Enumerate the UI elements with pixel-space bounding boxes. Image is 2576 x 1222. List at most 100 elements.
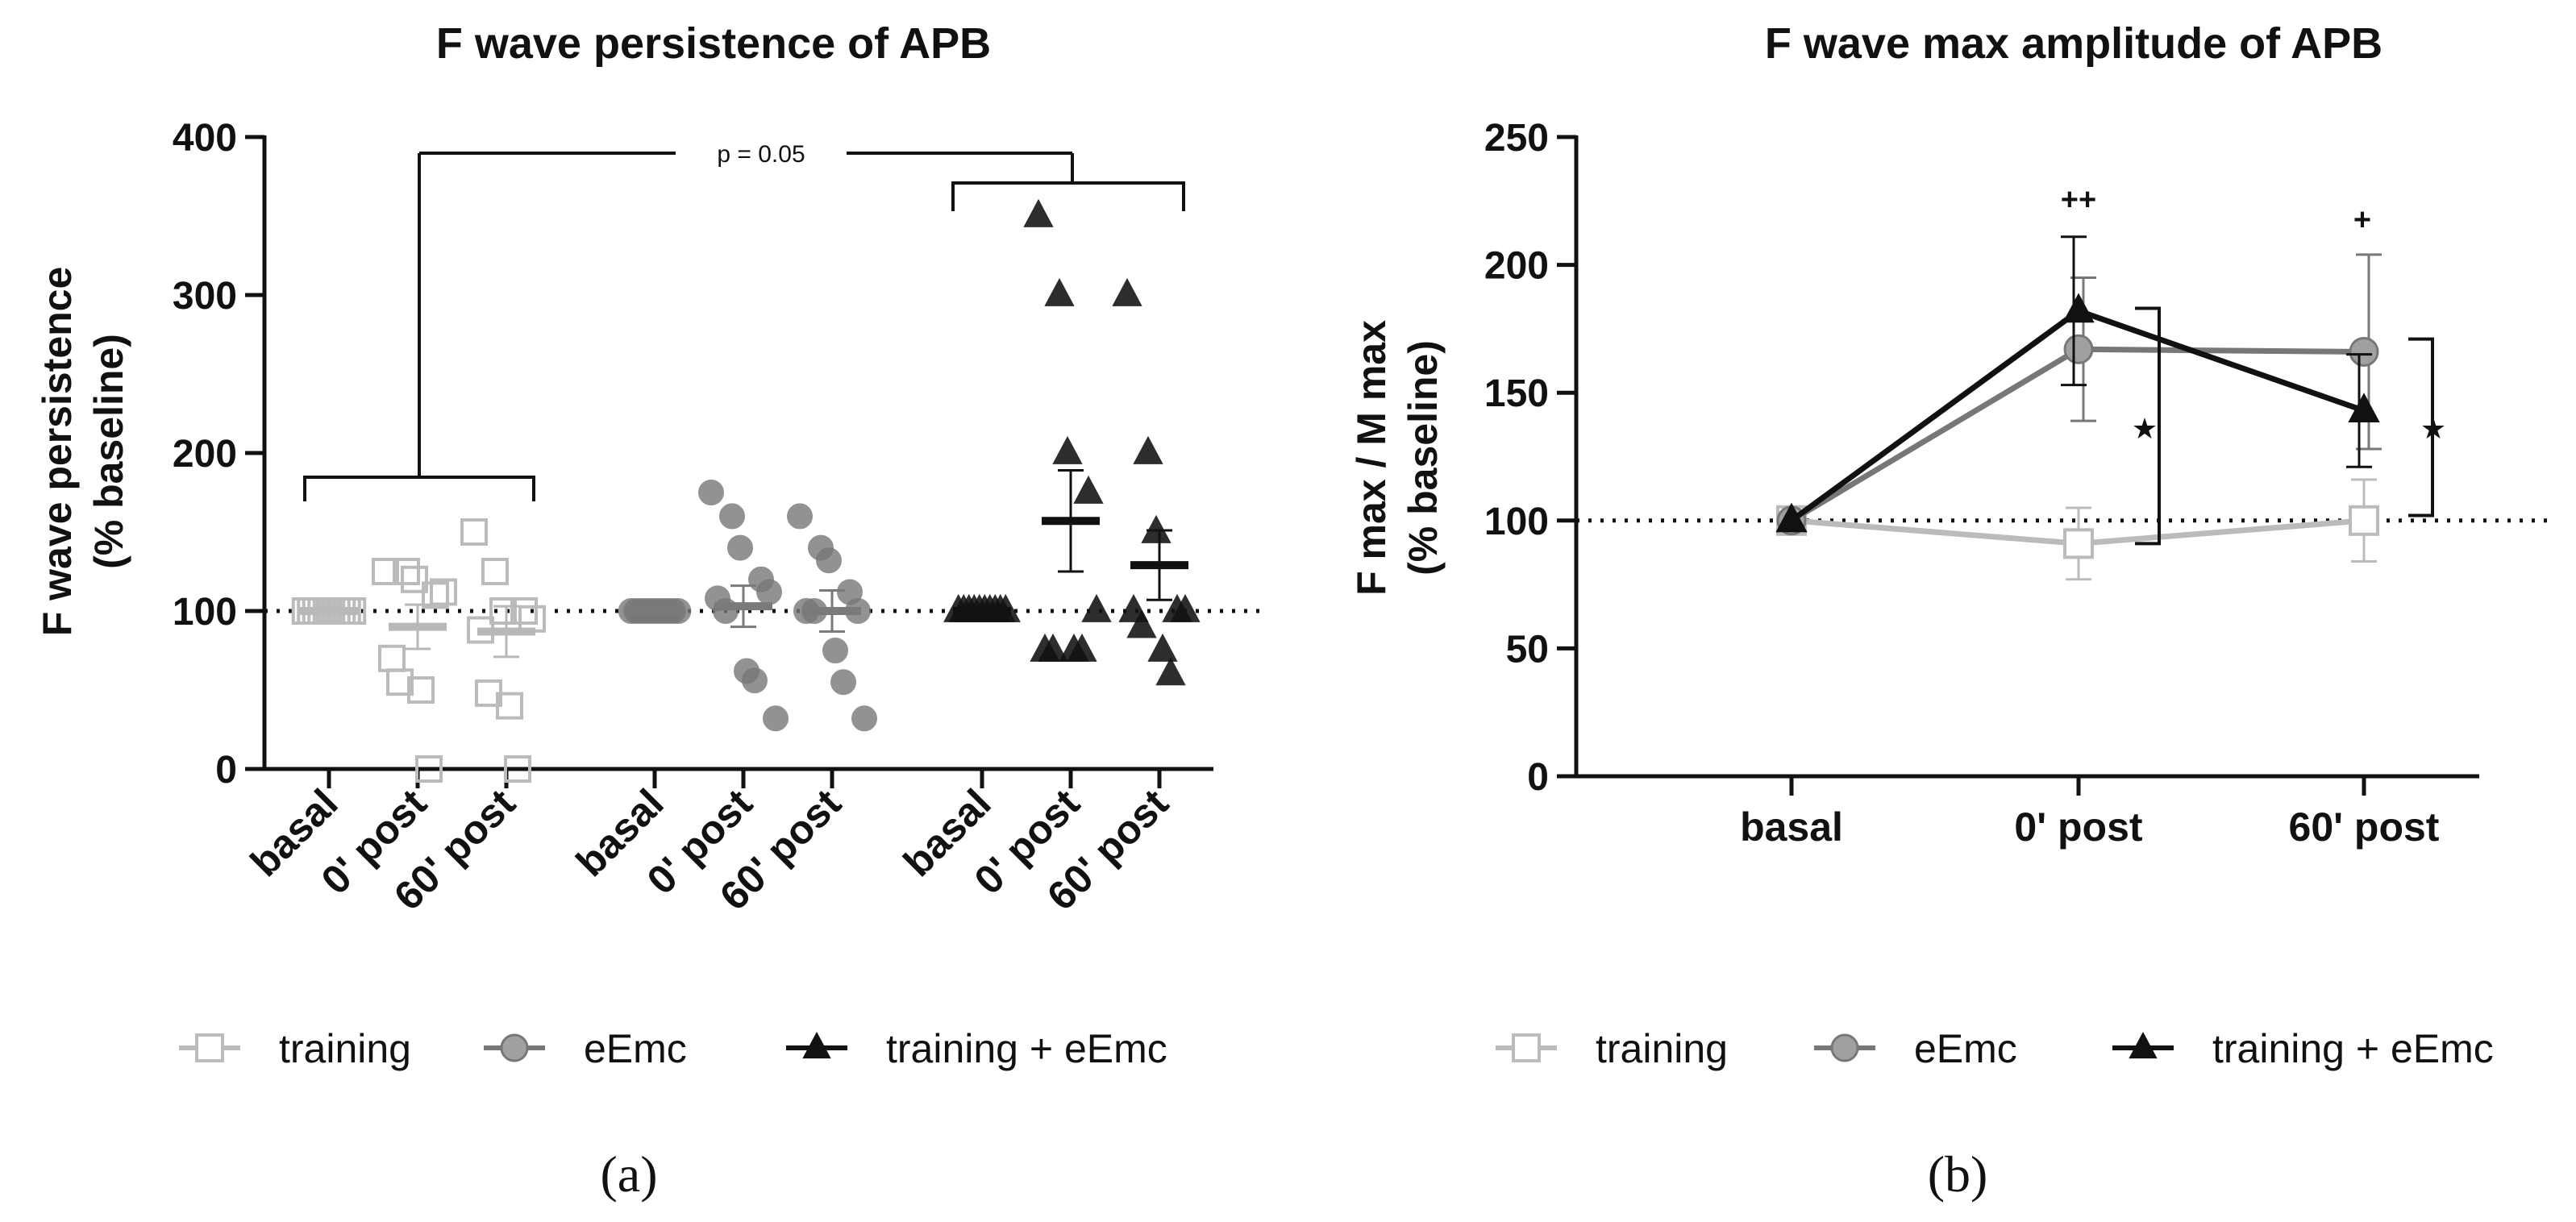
chart-a-point <box>1155 657 1186 686</box>
chart-b-ytick-label: 200 <box>1484 245 1549 288</box>
chart-a-point <box>372 558 399 585</box>
legend-label: training <box>279 1026 411 1071</box>
chart-b-series-line <box>1790 346 2365 523</box>
chart-a-pvalue-label: p = 0.05 <box>717 141 805 168</box>
chart-a-significance-brackets: p = 0.05 <box>303 141 1185 501</box>
chart-a-point <box>1044 277 1075 306</box>
panel-label-a: (a) <box>600 1145 657 1203</box>
legend-label: training + eEmc <box>2212 1026 2494 1071</box>
chart-a-title: F wave persistence of APB <box>436 19 991 68</box>
legend-label: training <box>1596 1026 1728 1071</box>
chart-b-point <box>2348 393 2380 423</box>
chart-b-point <box>2063 334 2094 364</box>
chart-b-ytick-label: 0 <box>1527 756 1549 799</box>
chart-b-significance-marks: ++ + ★ ★ <box>2061 183 2446 546</box>
chart-a-point <box>1147 633 1178 662</box>
chart-a-point <box>460 518 488 546</box>
chart-b-point <box>2062 293 2095 323</box>
chart-a-point <box>430 578 457 606</box>
chart-b-ylabel-line2: (% baseline) <box>1400 340 1446 576</box>
legend-swatch-marker <box>500 1033 529 1062</box>
chart-a-ylabel-line1: F wave persistence <box>35 267 80 637</box>
chart-b: F wave max amplitude of APB F max / M ma… <box>1349 19 2548 850</box>
legend-label: eEmc <box>584 1026 687 1071</box>
chart-a-point <box>787 503 813 530</box>
chart-a-point <box>422 581 449 609</box>
chart-a-point <box>1023 198 1054 227</box>
chart-a-point <box>481 558 509 585</box>
chart-a-point <box>763 705 789 732</box>
chart-a-point <box>851 705 877 732</box>
chart-a: F wave persistence of APB F wave persist… <box>35 19 1262 919</box>
legend-label: training + eEmc <box>886 1026 1167 1071</box>
chart-b-xtick-labels: basal 0' post 60' post <box>1740 804 2440 850</box>
chart-a-point <box>822 638 848 663</box>
chart-a-point <box>1170 593 1201 622</box>
chart-a-ytick-label: 0 <box>215 749 237 792</box>
chart-b-ylabel-line1: F max / M max <box>1349 320 1394 596</box>
chart-b-series-2 <box>1775 235 2380 533</box>
chart-b-star-0post: ★ <box>2132 412 2158 445</box>
chart-a-point <box>415 755 443 783</box>
chart-a-point <box>698 480 724 505</box>
legend-swatch-marker <box>1512 1033 1541 1062</box>
chart-a-ytick-label: 300 <box>173 275 237 318</box>
legend-a: training eEmc training + eEmc <box>179 1026 1167 1071</box>
chart-b-xtick-label: 0' post <box>2014 804 2142 850</box>
chart-a-point <box>1073 475 1104 504</box>
chart-a-point <box>830 669 856 696</box>
chart-a-axes: 0 100 200 300 400 <box>173 117 1213 792</box>
chart-b-ytick-label: 150 <box>1484 372 1549 415</box>
chart-a-point <box>504 755 531 783</box>
legend-swatch-marker <box>802 1032 831 1059</box>
chart-b-point <box>1775 502 1808 533</box>
chart-a-means <box>300 469 1188 659</box>
chart-a-point <box>756 579 782 605</box>
chart-b-ytick-label: 50 <box>1506 628 1549 671</box>
chart-b-marker-plus: + <box>2353 203 2371 237</box>
chart-a-point <box>386 668 414 696</box>
chart-b-ytick-label: 100 <box>1484 501 1549 543</box>
chart-a-point <box>1081 593 1112 622</box>
chart-b-point <box>2349 336 2379 367</box>
panel-label-b: (b) <box>1928 1145 1988 1203</box>
legend-label: eEmc <box>1914 1026 2017 1071</box>
chart-a-point <box>1112 277 1142 306</box>
chart-a-ytick-label: 100 <box>173 591 237 634</box>
legend-swatch-marker <box>1830 1033 1859 1062</box>
chart-a-point <box>489 597 517 625</box>
legend-b: training eEmc training + eEmc <box>1496 1026 2494 1071</box>
chart-a-ytick-label: 400 <box>173 117 237 160</box>
chart-a-bracket-training <box>303 476 535 501</box>
chart-a-point <box>407 676 435 704</box>
chart-a-point <box>401 565 428 593</box>
chart-a-point <box>510 597 538 625</box>
chart-a-ylabel-line2: (% baseline) <box>86 334 131 569</box>
chart-a-point <box>378 644 406 672</box>
chart-a-point <box>393 558 420 585</box>
chart-b-point <box>2063 528 2094 559</box>
chart-b-axes: 0 50 100 150 200 250 <box>1484 117 2479 799</box>
chart-a-point <box>719 503 745 530</box>
chart-a-ytick-label: 200 <box>173 433 237 476</box>
chart-a-point <box>1126 609 1157 638</box>
chart-b-bracket-60post <box>2408 337 2434 517</box>
chart-b-point <box>2349 505 2379 536</box>
chart-b-series-0 <box>1776 478 2379 581</box>
chart-a-point <box>1133 435 1163 464</box>
chart-a-point <box>1052 435 1083 464</box>
chart-b-xtick-label: 60' post <box>2289 804 2440 850</box>
chart-a-point <box>496 692 523 720</box>
legend-swatch-marker <box>195 1033 224 1062</box>
chart-b-series <box>1775 235 2382 581</box>
chart-b-title: F wave max amplitude of APB <box>1765 19 2382 68</box>
chart-a-point <box>816 547 842 574</box>
chart-b-ytick-label: 250 <box>1484 117 1549 160</box>
chart-a-point <box>1067 633 1097 662</box>
chart-a-point <box>742 667 768 694</box>
chart-b-bracket-0post <box>2135 306 2161 546</box>
chart-a-points <box>291 198 1201 783</box>
chart-b-xtick-label: basal <box>1740 804 1843 850</box>
